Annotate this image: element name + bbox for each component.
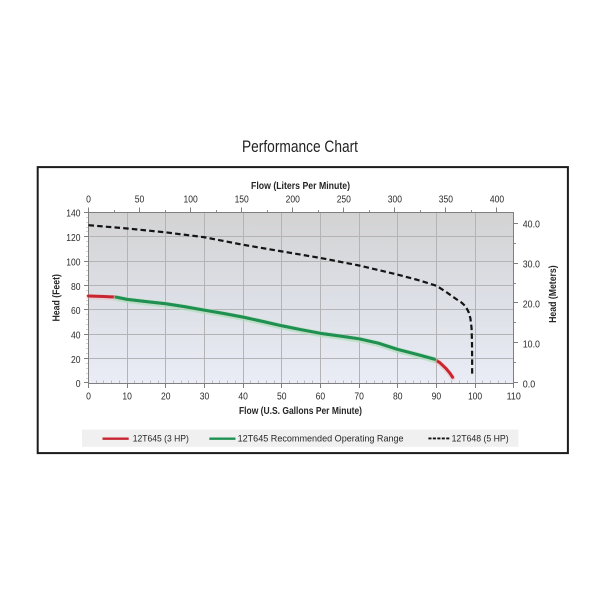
svg-text:Head (Meters): Head (Meters) [548, 265, 559, 323]
svg-text:100: 100 [468, 391, 483, 402]
svg-text:150: 150 [235, 195, 250, 206]
svg-text:12T648 (5 HP): 12T648 (5 HP) [452, 433, 509, 443]
svg-text:350: 350 [439, 195, 454, 206]
svg-text:40: 40 [238, 391, 248, 402]
svg-text:50: 50 [277, 391, 287, 402]
svg-text:70: 70 [354, 391, 364, 402]
svg-text:Head (Feet): Head (Feet) [51, 274, 62, 322]
svg-text:0.0: 0.0 [523, 380, 536, 391]
svg-text:30: 30 [200, 391, 210, 402]
svg-text:20.0: 20.0 [523, 300, 540, 311]
svg-text:110: 110 [507, 391, 522, 402]
svg-text:0: 0 [86, 195, 91, 206]
svg-text:100: 100 [184, 195, 199, 206]
svg-text:250: 250 [337, 195, 352, 206]
svg-text:200: 200 [286, 195, 301, 206]
svg-text:Flow (U.S. Gallons Per Minute): Flow (U.S. Gallons Per Minute) [239, 406, 362, 417]
svg-text:40.0: 40.0 [523, 220, 540, 231]
svg-text:20: 20 [161, 391, 171, 402]
svg-text:Flow (Liters Per Minute): Flow (Liters Per Minute) [251, 181, 350, 192]
svg-text:90: 90 [432, 391, 442, 402]
svg-text:80: 80 [71, 282, 81, 293]
svg-text:60: 60 [316, 391, 326, 402]
svg-text:12T645 Recommended Operating R: 12T645 Recommended Operating Range [238, 433, 404, 443]
svg-text:Performance Chart: Performance Chart [242, 138, 358, 156]
svg-text:40: 40 [71, 330, 81, 341]
svg-text:100: 100 [66, 257, 81, 268]
svg-text:0: 0 [76, 379, 81, 390]
svg-text:20: 20 [71, 355, 81, 366]
svg-text:12T645 (3 HP): 12T645 (3 HP) [133, 433, 189, 443]
svg-text:10: 10 [122, 391, 132, 402]
svg-text:80: 80 [393, 391, 403, 402]
svg-text:10.0: 10.0 [523, 340, 540, 351]
svg-text:120: 120 [66, 233, 81, 244]
svg-text:60: 60 [71, 306, 81, 317]
svg-text:30.0: 30.0 [523, 260, 540, 271]
svg-text:400: 400 [490, 195, 505, 206]
svg-text:300: 300 [388, 195, 403, 206]
svg-text:140: 140 [66, 209, 81, 220]
svg-text:50: 50 [135, 195, 145, 206]
svg-text:0: 0 [86, 391, 91, 402]
